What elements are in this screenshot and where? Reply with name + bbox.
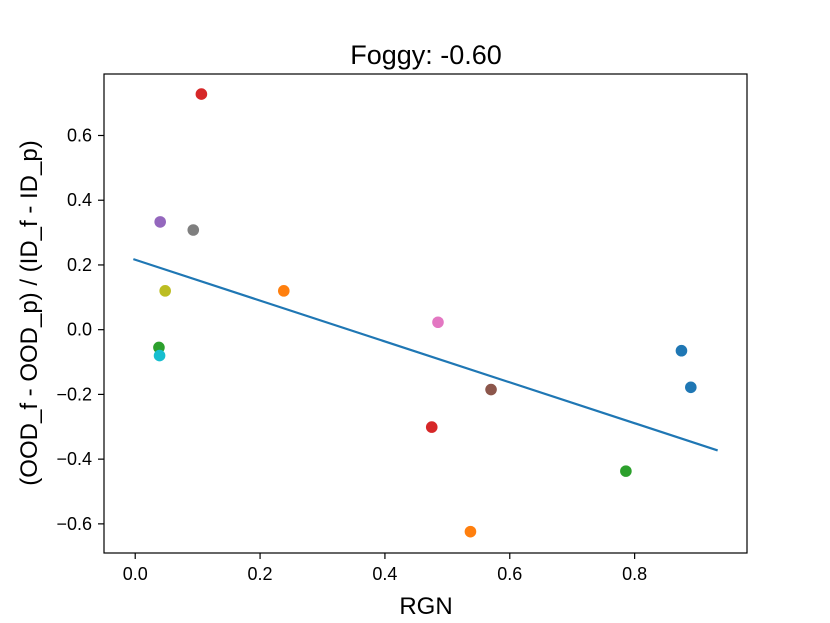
plot-area-frame xyxy=(103,73,748,554)
scatter-point xyxy=(464,525,477,538)
y-tick-label: −0.2 xyxy=(56,384,92,404)
y-tick-label: 0.4 xyxy=(67,190,92,210)
x-tick-label: 0.4 xyxy=(372,564,397,584)
scatter-point xyxy=(153,349,166,362)
chart-title: Foggy: -0.60 xyxy=(350,40,502,70)
x-tick-label: 0.2 xyxy=(248,564,273,584)
scatter-point xyxy=(154,216,166,228)
x-tick-label: 0.6 xyxy=(497,564,522,584)
x-axis-ticks: 0.0 0.2 0.4 0.6 0.8 xyxy=(123,553,647,584)
scatter-point xyxy=(425,421,438,433)
y-axis-label: (OOD_f - OOD_p) / (ID_f - ID_p) xyxy=(16,140,43,485)
scatter-point xyxy=(620,465,632,477)
x-tick-label: 0.0 xyxy=(123,564,148,584)
y-tick-label: −0.6 xyxy=(56,514,92,534)
scatter-point xyxy=(195,88,208,100)
scatter-point xyxy=(685,381,697,394)
scatter-point xyxy=(277,285,290,297)
y-tick-label: 0.0 xyxy=(67,320,92,340)
scatter-point xyxy=(187,224,200,236)
scatter-point xyxy=(675,344,688,357)
scatter-point xyxy=(485,383,497,396)
scatter-points xyxy=(153,88,697,538)
trend-line xyxy=(132,258,719,452)
scatter-point xyxy=(159,285,171,297)
y-tick-label: 0.2 xyxy=(67,255,92,275)
y-axis-ticks: −0.6 −0.4 −0.2 0.0 0.2 0.4 0.6 xyxy=(56,125,104,534)
y-tick-label: −0.4 xyxy=(56,449,92,469)
scatter-point xyxy=(432,316,444,329)
y-tick-label: 0.6 xyxy=(67,125,92,145)
x-axis-label: RGN xyxy=(399,593,452,620)
x-tick-label: 0.8 xyxy=(622,564,647,584)
